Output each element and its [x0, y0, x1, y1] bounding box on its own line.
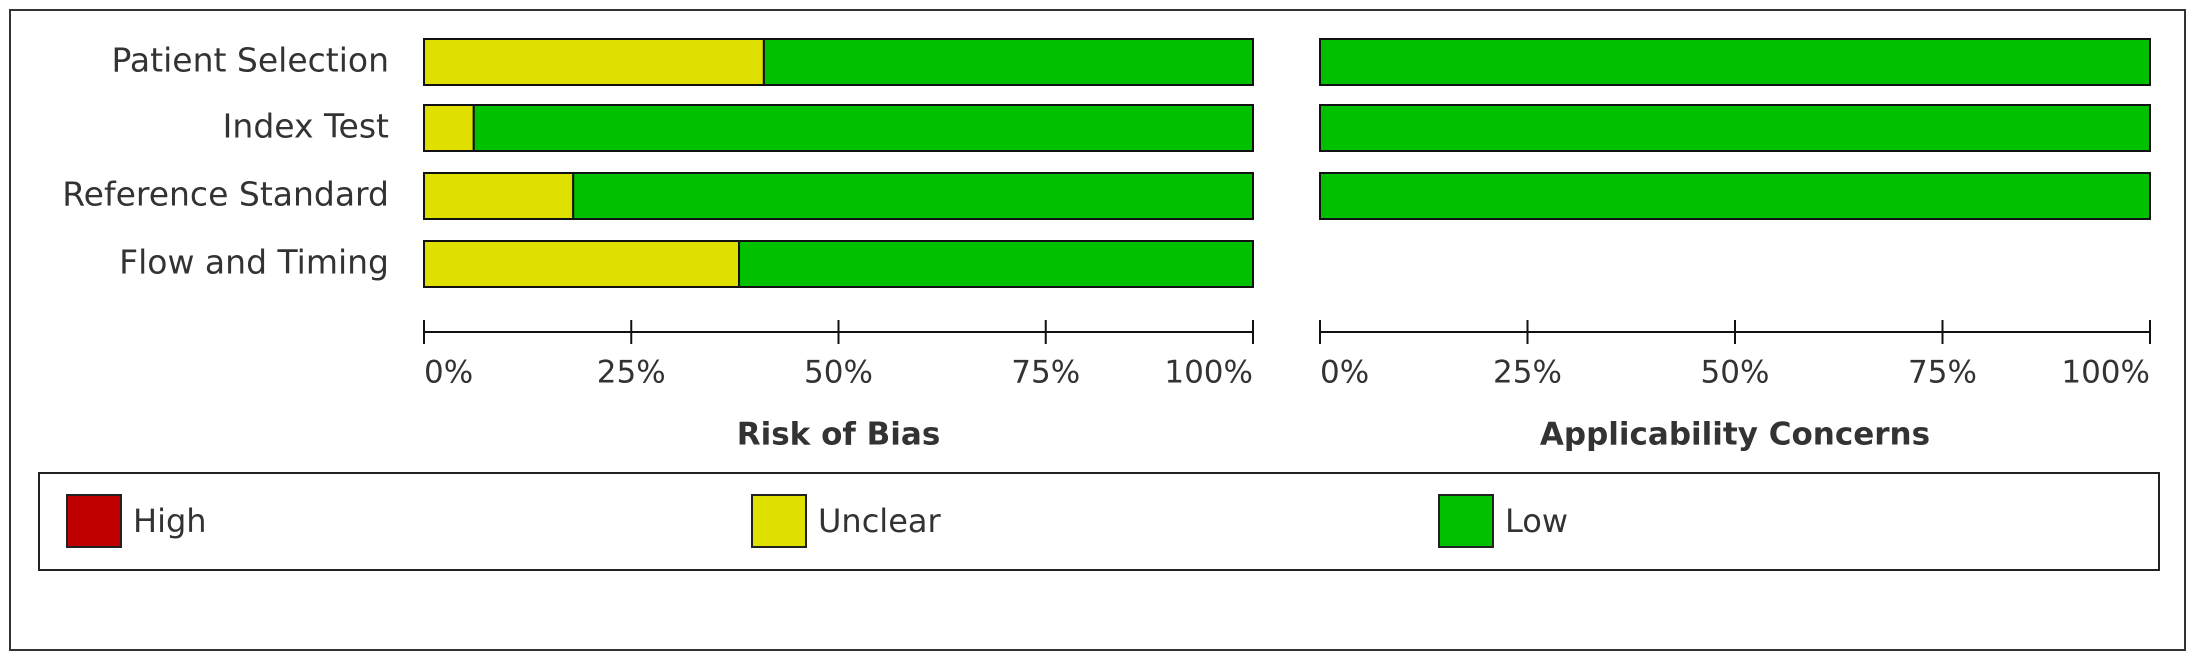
bar-segment: [572, 172, 1254, 220]
bar-segment: [738, 240, 1254, 288]
bar-segment: [762, 38, 1254, 86]
bar-segment: [423, 104, 475, 152]
legend-box: [38, 472, 2160, 571]
x-tick-label: 75%: [1908, 355, 1977, 391]
panel-title: Applicability Concerns: [1540, 417, 1930, 453]
bar-segment: [423, 240, 741, 288]
x-tick-label: 100%: [2061, 355, 2150, 391]
bar-segment: [1319, 104, 2151, 152]
x-tick-label: 75%: [1011, 355, 1080, 391]
legend-label: High: [133, 502, 207, 540]
category-label: Reference Standard: [62, 175, 389, 214]
category-label: Flow and Timing: [119, 243, 389, 282]
bar-segment: [472, 104, 1254, 152]
category-label: Index Test: [223, 107, 389, 146]
x-tick-label: 25%: [1493, 355, 1562, 391]
x-tick-label: 50%: [1701, 355, 1770, 391]
x-tick-label: 0%: [1320, 355, 1369, 391]
x-tick-label: 50%: [804, 355, 873, 391]
legend-label: Unclear: [818, 502, 941, 540]
panel-title: Risk of Bias: [737, 417, 941, 453]
x-tick-label: 0%: [424, 355, 473, 391]
category-label: Patient Selection: [112, 41, 389, 80]
bar-segment: [423, 172, 575, 220]
legend-label: Low: [1505, 502, 1568, 540]
x-tick-label: 25%: [597, 355, 666, 391]
bar-segment: [1319, 172, 2151, 220]
x-tick-label: 100%: [1164, 355, 1253, 391]
legend-swatch: [1438, 494, 1494, 548]
legend-swatch: [751, 494, 807, 548]
bar-segment: [423, 38, 765, 86]
bar-segment: [1319, 38, 2151, 86]
legend-swatch: [66, 494, 122, 548]
